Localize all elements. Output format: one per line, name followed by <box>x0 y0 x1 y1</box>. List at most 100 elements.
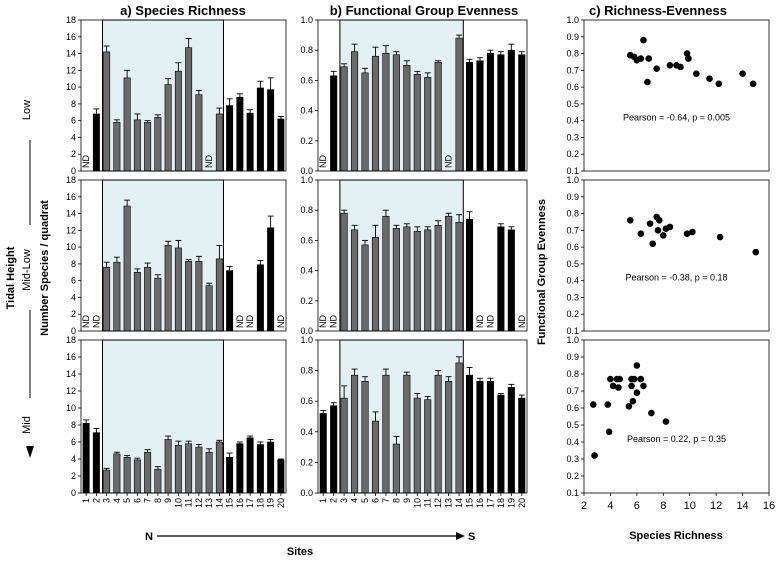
bar-b-2-site-17 <box>486 381 494 494</box>
bar-b-1-site-13 <box>445 215 453 332</box>
bar-b-0-site-3 <box>340 66 348 172</box>
bar-a-2-site-17 <box>246 437 254 494</box>
x-tick-label-b: 18 <box>496 498 506 508</box>
y-tick-label-a-1: 0 <box>71 326 76 336</box>
bar-a-0-site-15 <box>226 105 234 172</box>
scatter-point-c-2 <box>637 375 645 383</box>
x-tick-label-b: 17 <box>485 498 495 508</box>
bar-b-2-site-14 <box>455 362 463 494</box>
bar-a-1-site-7 <box>144 266 152 332</box>
highlight-border-b-1 <box>339 179 464 332</box>
nd-label-a-0: ND <box>204 155 214 168</box>
bar-a-1-site-18 <box>256 264 264 332</box>
x-tick-label-a: 13 <box>204 498 214 508</box>
y-tick-label-b-2: 0.0 <box>300 488 313 498</box>
bar-a-0-site-8 <box>154 117 162 172</box>
y-tick-label-c-2: 0.4 <box>566 437 579 447</box>
nd-label-a-1: ND <box>81 315 91 328</box>
y-tick-label-c-1: 0.8 <box>566 209 579 219</box>
bar-a-2-site-9 <box>164 439 172 494</box>
bar-a-1-site-11 <box>185 261 193 332</box>
x-tick-label-a: 3 <box>102 498 112 503</box>
x-tick-label-b: 10 <box>412 498 422 508</box>
bar-a-2-site-2 <box>92 432 100 494</box>
scatter-point-c-0 <box>685 55 692 62</box>
highlight-border-a-2 <box>102 339 224 494</box>
y-tick-label-c-0: 0.3 <box>566 132 579 142</box>
x-tick-label-b: 6 <box>370 498 380 503</box>
bar-a-2-site-13 <box>205 451 213 494</box>
x-tick-label-a: 17 <box>245 498 255 508</box>
bar-a-0-site-20 <box>277 118 285 172</box>
bar-a-2-site-20 <box>277 459 285 494</box>
y-tick-label-a-1: 10 <box>66 242 76 252</box>
nd-label-a-1: ND <box>245 315 255 328</box>
y-tick-label-a-0: 10 <box>66 82 76 92</box>
scatter-point-c-2 <box>615 384 622 391</box>
y-tick-label-b-2: 1.0 <box>300 335 313 345</box>
scatter-point-c-1 <box>656 216 663 224</box>
y-tick-label-c-1: 0.2 <box>566 309 579 319</box>
y-tick-label-c-0: 1.0 <box>566 15 579 25</box>
y-tick-label-b-2: 0.2 <box>300 457 313 467</box>
scatter-point-c-2 <box>648 409 655 417</box>
x-tick-label-b: 19 <box>506 498 516 508</box>
y-tick-label-a-1: 12 <box>66 225 76 235</box>
scatter-point-c-1 <box>689 228 696 236</box>
scatter-point-c-2 <box>628 382 635 390</box>
bar-a-1-site-15 <box>226 270 234 332</box>
bar-a-1-site-19 <box>267 227 275 332</box>
y-tick-label-b-0: 1.0 <box>300 15 313 25</box>
y-tick-label-c-0: 0.9 <box>566 32 579 42</box>
nd-label-b-1: ND <box>475 315 485 328</box>
plot-frame-c-0 <box>583 19 770 172</box>
pearson-annotation-c-0: Pearson = -0.64, p = 0.005 <box>623 113 730 123</box>
bar-a-0-site-4 <box>113 122 121 172</box>
scatter-point-c-1 <box>626 216 634 224</box>
bar-a-1-site-8 <box>154 277 162 332</box>
bar-a-0-site-12 <box>195 94 203 172</box>
y-tick-label-a-2: 18 <box>66 335 76 345</box>
x-tick-label-a: 9 <box>163 498 173 503</box>
highlight-region-b-2 <box>339 340 464 493</box>
bar-b-1-site-11 <box>424 229 432 332</box>
highlight-region-a-0 <box>102 20 224 171</box>
bar-b-0-site-2 <box>330 75 338 172</box>
x-tick-label-a: 15 <box>225 498 235 508</box>
y-tick-label-c-1: 0.4 <box>566 276 579 286</box>
bar-a-0-site-2 <box>92 113 100 172</box>
y-tick-label-c-1: 0.7 <box>566 225 579 235</box>
x-tick-label-c: 4 <box>607 500 613 512</box>
nd-label-a-1: ND <box>91 315 101 328</box>
x-tick-label-a: 19 <box>266 498 276 508</box>
x-tick-label-b: 8 <box>391 498 401 503</box>
scatter-point-c-2 <box>640 382 647 390</box>
nd-label-b-1: ND <box>485 315 495 328</box>
bar-a-0-site-9 <box>164 84 172 172</box>
x-tick-label-c: 6 <box>634 500 640 512</box>
bar-a-1-site-9 <box>164 245 172 332</box>
scatter-point-c-0 <box>666 62 674 69</box>
bar-a-0-site-14 <box>215 113 223 172</box>
bar-a-2-site-14 <box>215 441 223 494</box>
bar-b-2-site-18 <box>497 394 505 494</box>
x-tick-label-b: 12 <box>433 498 443 508</box>
evenness-axis-label: Functional Group Evenness <box>536 199 548 345</box>
bar-a-2-site-19 <box>267 441 275 494</box>
bar-b-2-site-9 <box>403 374 411 494</box>
scatter-point-c-2 <box>609 382 617 390</box>
bar-a-1-site-13 <box>205 285 213 332</box>
y-tick-label-b-0: 0.4 <box>300 106 313 116</box>
bar-a-1-site-14 <box>215 258 223 332</box>
y-tick-label-b-2: 0.4 <box>300 427 313 437</box>
y-tick-label-c-1: 0.1 <box>566 326 579 336</box>
scatter-point-c-0 <box>640 36 647 44</box>
nd-label-a-0: ND <box>81 155 91 168</box>
bar-a-0-site-6 <box>133 119 141 172</box>
scatter-point-c-0 <box>706 75 713 83</box>
scatter-point-c-1 <box>649 240 657 248</box>
bar-a-0-site-16 <box>236 96 244 172</box>
y-tick-label-a-1: 2 <box>71 309 76 319</box>
y-tick-label-c-2: 0.1 <box>566 488 579 498</box>
y-tick-label-b-0: 0.2 <box>300 136 313 146</box>
